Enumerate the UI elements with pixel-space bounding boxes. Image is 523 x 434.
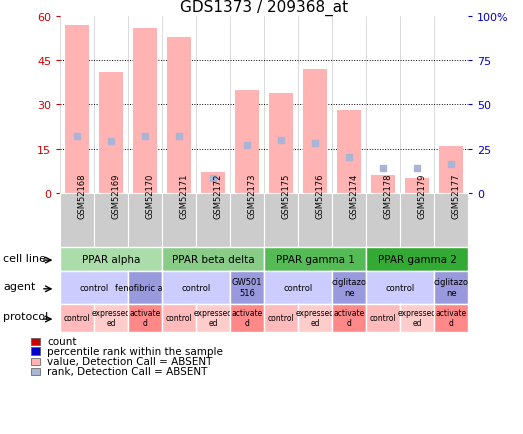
Text: expressed
ed: expressed ed <box>397 308 437 328</box>
Text: GSM52179: GSM52179 <box>417 173 426 218</box>
Text: cell line: cell line <box>3 253 46 263</box>
Title: GDS1373 / 209368_at: GDS1373 / 209368_at <box>180 0 348 16</box>
Text: GW501
516: GW501 516 <box>232 278 263 297</box>
Text: activate
d: activate d <box>130 308 161 328</box>
Bar <box>337 111 361 193</box>
Text: GSM52168: GSM52168 <box>77 173 86 219</box>
Text: fenofibric acid: fenofibric acid <box>115 283 175 292</box>
Bar <box>201 173 225 193</box>
Text: control: control <box>283 283 313 292</box>
Text: GSM52175: GSM52175 <box>281 173 290 218</box>
Text: control: control <box>385 283 415 292</box>
Text: control: control <box>181 283 211 292</box>
Text: control: control <box>370 313 396 322</box>
Text: rank, Detection Call = ABSENT: rank, Detection Call = ABSENT <box>47 366 208 376</box>
Bar <box>303 70 327 193</box>
Text: control: control <box>268 313 294 322</box>
Text: PPAR gamma 1: PPAR gamma 1 <box>276 254 355 264</box>
Text: activate
d: activate d <box>232 308 263 328</box>
Bar <box>65 26 89 193</box>
Bar <box>269 94 293 193</box>
Bar <box>30 348 40 355</box>
Text: activate
d: activate d <box>436 308 467 328</box>
Text: protocol: protocol <box>3 312 48 322</box>
Bar <box>99 73 123 193</box>
Text: percentile rank within the sample: percentile rank within the sample <box>47 346 223 356</box>
Text: activate
d: activate d <box>334 308 365 328</box>
Bar <box>30 358 40 365</box>
Text: GSM52176: GSM52176 <box>315 173 324 219</box>
Text: control: control <box>166 313 192 322</box>
Text: PPAR gamma 2: PPAR gamma 2 <box>378 254 457 264</box>
Text: GSM52174: GSM52174 <box>349 173 358 218</box>
Text: ciglitazo
ne: ciglitazo ne <box>434 278 469 297</box>
Bar <box>133 29 157 193</box>
Bar <box>30 368 40 375</box>
Text: GSM52171: GSM52171 <box>179 173 188 218</box>
Text: GSM52172: GSM52172 <box>213 173 222 218</box>
Text: control: control <box>64 313 90 322</box>
Bar <box>405 178 429 193</box>
Text: GSM52178: GSM52178 <box>383 173 392 219</box>
Text: GSM52177: GSM52177 <box>451 173 460 219</box>
Bar <box>167 38 191 193</box>
Text: expressed
ed: expressed ed <box>295 308 335 328</box>
Text: expressed
ed: expressed ed <box>194 308 233 328</box>
Bar <box>235 91 259 193</box>
Bar <box>30 338 40 345</box>
Text: GSM52173: GSM52173 <box>247 173 256 219</box>
Text: count: count <box>47 337 76 347</box>
Text: GSM52170: GSM52170 <box>145 173 154 218</box>
Text: agent: agent <box>3 281 36 291</box>
Text: value, Detection Call = ABSENT: value, Detection Call = ABSENT <box>47 356 212 366</box>
Text: PPAR beta delta: PPAR beta delta <box>172 254 254 264</box>
Bar <box>439 146 463 193</box>
Text: ciglitazo
ne: ciglitazo ne <box>332 278 367 297</box>
Text: control: control <box>79 283 109 292</box>
Bar <box>371 175 395 193</box>
Text: PPAR alpha: PPAR alpha <box>82 254 140 264</box>
Text: expressed
ed: expressed ed <box>92 308 131 328</box>
Text: GSM52169: GSM52169 <box>111 173 120 218</box>
